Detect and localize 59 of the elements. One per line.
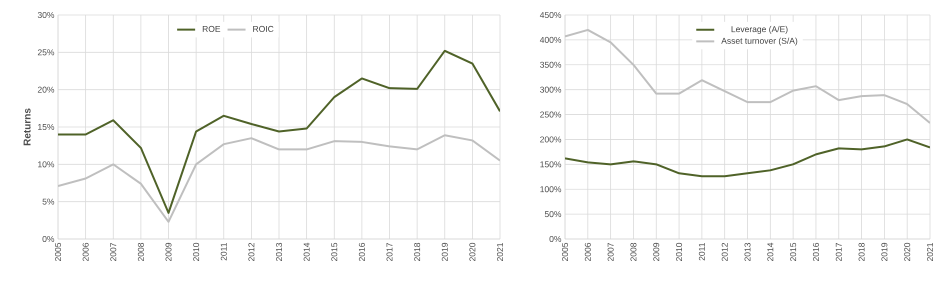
y-tick-label: 200% [540, 136, 562, 142]
x-tick-label: 2011 [698, 242, 705, 260]
x-tick-label: 2010 [193, 242, 200, 262]
x-tick-label: 2005 [562, 242, 568, 262]
y-axis-title: Returns [24, 108, 31, 146]
legend-label: Leverage (A/E) [732, 26, 788, 34]
y-tick-label: 30% [38, 12, 54, 18]
y-tick-label: 5% [42, 198, 54, 205]
x-tick-label: 2013 [744, 242, 751, 262]
legend-label: ROIC [253, 26, 274, 32]
x-tick-label: 2017 [836, 242, 842, 262]
x-tick-label: 2008 [630, 242, 636, 262]
x-tick-label: 2016 [358, 242, 365, 262]
x-tick-label: 2017 [386, 242, 393, 262]
x-tick-label: 2005 [55, 242, 62, 262]
x-tick-label: 2013 [276, 242, 282, 262]
y-tick-label: 250% [540, 112, 562, 118]
y-tick-label: 0% [42, 236, 54, 242]
legend-label: ROE [202, 26, 220, 32]
x-tick-label: 2021 [497, 242, 504, 262]
x-tick-label: 2011 [220, 242, 227, 260]
x-tick-label: 2007 [608, 242, 614, 262]
x-tick-label: 2018 [414, 242, 420, 262]
x-tick-label: 2014 [304, 242, 310, 262]
y-tick-label: 450% [540, 12, 562, 18]
y-tick-label: 300% [540, 86, 562, 93]
x-tick-label: 2007 [110, 242, 116, 262]
x-tick-label: 2010 [676, 242, 682, 262]
y-tick-label: 400% [540, 36, 562, 43]
y-tick-label: 100% [540, 186, 562, 192]
y-tick-label: 15% [38, 124, 54, 130]
x-tick-label: 2006 [82, 242, 89, 262]
legend-label: Asset turnover (S/A) [721, 38, 798, 46]
line-series [58, 50, 500, 214]
line-series [565, 138, 930, 178]
x-tick-label: 2019 [881, 242, 888, 262]
x-tick-label: 2020 [904, 242, 910, 262]
x-tick-label: 2009 [653, 242, 660, 262]
x-tick-label: 2014 [767, 242, 774, 262]
y-tick-label: 50% [544, 211, 562, 218]
y-tick-label: 150% [540, 161, 562, 168]
x-tick-label: 2012 [248, 242, 254, 262]
x-tick-label: 2021 [927, 242, 934, 262]
x-tick-label: 2008 [138, 242, 144, 262]
y-tick-label: 350% [540, 62, 562, 68]
x-tick-label: 2012 [722, 242, 728, 262]
x-tick-label: 2019 [442, 242, 448, 262]
y-tick-label: 20% [38, 86, 54, 93]
x-tick-label: 2018 [858, 242, 865, 262]
x-tick-label: 2015 [790, 242, 796, 262]
y-tick-label: 25% [38, 49, 54, 56]
x-tick-label: 2020 [469, 242, 476, 262]
y-tick-label: 0% [550, 236, 562, 242]
x-tick-label: 2016 [812, 242, 819, 262]
line-series [58, 134, 500, 223]
y-tick-label: 10% [38, 161, 54, 168]
x-tick-label: 2009 [166, 242, 172, 262]
x-tick-label: 2015 [331, 242, 338, 262]
x-tick-label: 2006 [584, 242, 591, 262]
